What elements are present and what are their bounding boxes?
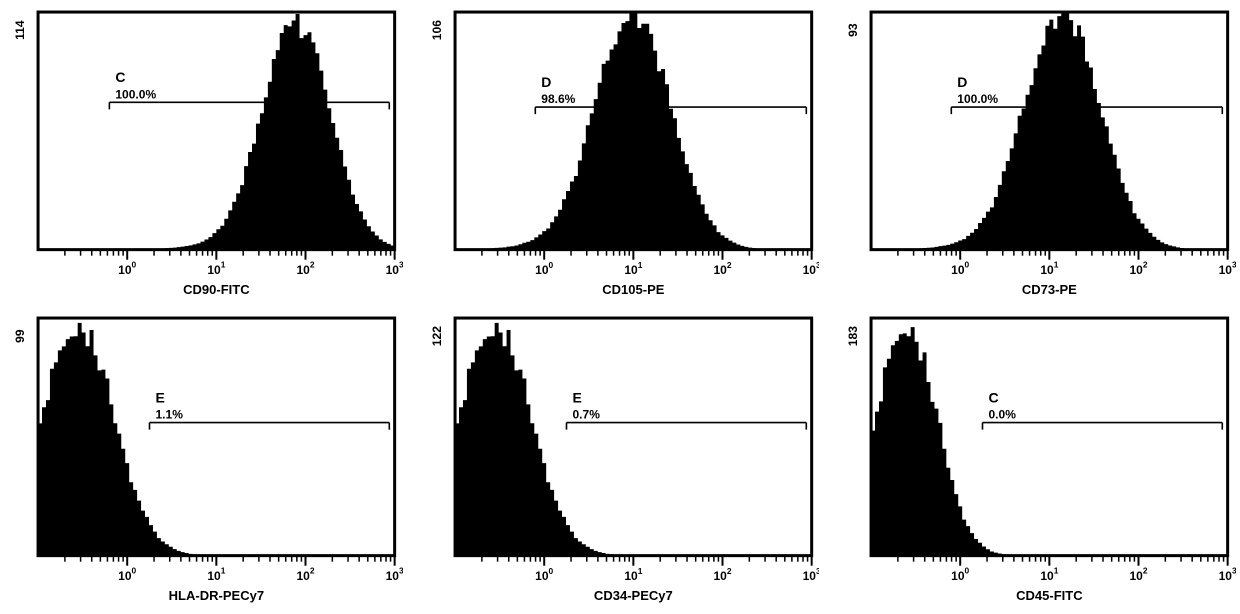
x-axis-label: CD90-FITC [183, 282, 250, 297]
x-axis-label: CD34-PECy7 [594, 588, 673, 603]
svg-text:101: 101 [624, 260, 642, 277]
histogram-grid: 100 101 102 103 C 100.0% CD90-FITC 114 100 101 102… [0, 0, 1240, 614]
svg-text:101: 101 [207, 260, 225, 277]
svg-text:102: 102 [296, 260, 314, 277]
x-axis-label: CD45-FITC [1016, 588, 1083, 603]
svg-text:100: 100 [535, 260, 553, 277]
histogram-svg: 100 101 102 103 C 100.0% CD90-FITC 114 [4, 6, 403, 304]
gate-letter: E [572, 389, 581, 405]
svg-text:101: 101 [1041, 566, 1059, 583]
histogram-fill [871, 12, 1228, 250]
panel-cd73: 100 101 102 103 D 100.0% CD73-PE 93 [837, 6, 1236, 304]
svg-text:101: 101 [207, 566, 225, 583]
svg-text:102: 102 [296, 566, 314, 583]
gate-marker: C 100.0% [109, 69, 389, 109]
panel-cd90: 100 101 102 103 C 100.0% CD90-FITC 114 [4, 6, 403, 304]
histogram-svg: 100 101 102 103 E 1.1% HLA-DR-PECy7 99 [4, 312, 403, 610]
panel-cd34: 100 101 102 103 E 0.7% CD34-PECy7 122 [421, 312, 820, 610]
y-max-label: 183 [846, 326, 860, 346]
gate-percent: 0.0% [989, 408, 1017, 422]
gate-percent: 1.1% [155, 408, 183, 422]
svg-text:101: 101 [1041, 260, 1059, 277]
svg-text:100: 100 [118, 260, 136, 277]
histogram-fill [38, 14, 395, 250]
svg-text:102: 102 [713, 260, 731, 277]
histogram-svg: 100 101 102 103 E 0.7% CD34-PECy7 122 [421, 312, 820, 610]
svg-text:103: 103 [386, 260, 403, 277]
y-max-label: 93 [846, 23, 860, 37]
svg-text:103: 103 [386, 566, 403, 583]
gate-marker: D 98.6% [535, 74, 806, 114]
histogram-svg: 100 101 102 103 D 98.6% CD105-PE 106 [421, 6, 820, 304]
histogram-fill [38, 323, 395, 556]
svg-text:102: 102 [713, 566, 731, 583]
svg-text:100: 100 [535, 566, 553, 583]
gate-letter: C [115, 69, 125, 85]
gate-marker: E 0.7% [566, 389, 806, 429]
y-max-label: 114 [13, 20, 27, 40]
panel-cd105: 100 101 102 103 D 98.6% CD105-PE 106 [421, 6, 820, 304]
histogram-fill [455, 323, 812, 556]
svg-text:103: 103 [802, 566, 819, 583]
svg-text:101: 101 [624, 566, 642, 583]
svg-text:102: 102 [1130, 566, 1148, 583]
svg-text:100: 100 [952, 566, 970, 583]
gate-letter: D [541, 74, 551, 90]
gate-marker: E 1.1% [149, 389, 389, 429]
svg-text:102: 102 [1130, 260, 1148, 277]
gate-percent: 100.0% [958, 92, 999, 106]
svg-text:100: 100 [952, 260, 970, 277]
svg-text:103: 103 [1219, 260, 1236, 277]
x-axis-label: CD73-PE [1022, 282, 1077, 297]
histogram-fill [871, 327, 1228, 555]
gate-letter: C [989, 389, 999, 405]
svg-text:103: 103 [802, 260, 819, 277]
y-max-label: 99 [13, 329, 27, 343]
x-axis-label: CD105-PE [602, 282, 665, 297]
svg-text:103: 103 [1219, 566, 1236, 583]
panel-hladr: 100 101 102 103 E 1.1% HLA-DR-PECy7 99 [4, 312, 403, 610]
svg-text:100: 100 [118, 566, 136, 583]
gate-letter: D [958, 74, 968, 90]
y-max-label: 122 [430, 326, 444, 346]
histogram-svg: 100 101 102 103 D 100.0% CD73-PE 93 [837, 6, 1236, 304]
gate-percent: 98.6% [541, 92, 575, 106]
gate-percent: 0.7% [572, 408, 600, 422]
histogram-svg: 100 101 102 103 C 0.0% CD45-FITC 183 [837, 312, 1236, 610]
x-axis-label: HLA-DR-PECy7 [169, 588, 264, 603]
gate-marker: C 0.0% [983, 389, 1223, 429]
y-max-label: 106 [430, 20, 444, 40]
panel-cd45: 100 101 102 103 C 0.0% CD45-FITC 183 [837, 312, 1236, 610]
gate-percent: 100.0% [115, 87, 156, 101]
gate-letter: E [155, 389, 164, 405]
histogram-fill [455, 12, 812, 250]
